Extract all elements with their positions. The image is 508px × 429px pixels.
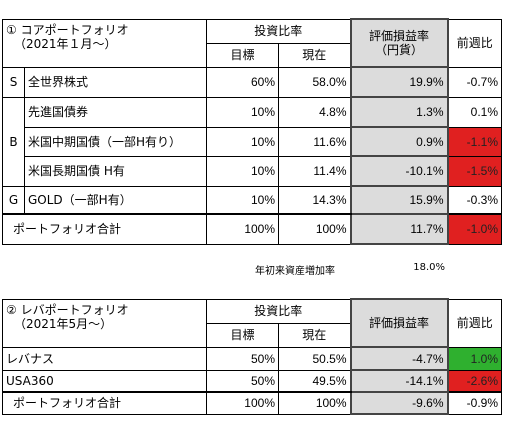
- table-row: G GOLD（一部H有） 10% 14.3% 15.9% -0.3%: [2, 185, 503, 215]
- asset-group-label: B: [2, 96, 25, 187]
- core-header-pl-label: 評価損益率: [369, 29, 430, 43]
- asset-name: GOLD（一部H有）: [23, 185, 208, 215]
- asset-name: 先進国債券: [23, 96, 208, 128]
- pl-rate: 1.3%: [349, 96, 449, 128]
- week-change: -1.5%: [447, 155, 503, 187]
- ytd-growth-value: 18.0%: [413, 262, 445, 273]
- leverage-portfolio-table: ② レバポートフォリオ （2021年5月～） 投資比率 評価損益率 前週比 目標…: [2, 298, 503, 415]
- core-header-pl-currency: （円貨）: [375, 43, 424, 57]
- target-ratio: 10%: [206, 96, 280, 128]
- target-ratio: 10%: [206, 185, 280, 215]
- asset-name: 全世界株式: [23, 66, 208, 98]
- lev-header-ratio: 投資比率: [205, 298, 352, 324]
- pl-rate: 15.9%: [349, 185, 449, 215]
- lev-title: レバポートフォリオ: [20, 302, 129, 317]
- table-row: B 先進国債券 10% 4.8% 1.3% 0.1%: [2, 96, 503, 187]
- week-change: -0.7%: [447, 66, 503, 98]
- core-header-target: 目標: [206, 42, 280, 68]
- pl-rate: -14.1%: [349, 369, 449, 393]
- lev-title-number: ②: [6, 302, 17, 317]
- target-ratio: 10%: [206, 126, 280, 157]
- core-portfolio-table: ① コアポートフォリオ （2021年１月～） 投資比率 評価損益率 （円貨） 前…: [1, 18, 503, 245]
- pl-rate: -4.7%: [349, 346, 449, 371]
- lev-header-target: 目標: [206, 322, 279, 348]
- total-label: ポートフォリオ合計: [2, 391, 207, 415]
- total-pl-rate: -9.6%: [349, 391, 449, 415]
- total-week-change: -1.0%: [447, 213, 503, 245]
- total-current: 100%: [278, 213, 352, 245]
- pl-rate: -10.1%: [349, 155, 449, 187]
- table-row: レバナス 50% 50.5% -4.7% 1.0%: [2, 346, 503, 371]
- total-row: ポートフォリオ合計 100% 100% -9.6% -0.9%: [2, 391, 503, 415]
- lev-header-row-1: ② レバポートフォリオ （2021年5月～） 投資比率 評価損益率 前週比: [2, 298, 503, 348]
- asset-name: 米国長期国債 H有: [23, 155, 208, 187]
- total-row: ポートフォリオ合計 100% 100% 11.7% -1.0%: [1, 213, 503, 245]
- asset-name: USA360: [2, 369, 207, 393]
- core-header-pl: 評価損益率 （円貨）: [349, 18, 449, 68]
- week-change: -2.6%: [447, 369, 503, 393]
- ytd-growth-label: 年初来資産増加率: [255, 266, 335, 277]
- lev-header-pl: 評価損益率: [349, 298, 449, 348]
- core-header-week: 前週比: [447, 18, 503, 68]
- target-ratio: 60%: [206, 66, 280, 98]
- week-change: -0.3%: [447, 185, 503, 215]
- current-ratio: 14.3%: [278, 185, 352, 215]
- table-row: 米国長期国債 H有 10% 11.4% -10.1% -1.5%: [3, 155, 503, 187]
- asset-group-label: G: [2, 185, 25, 215]
- core-title-cell: ① コアポートフォリオ （2021年１月～）: [1, 18, 208, 68]
- total-current: 100%: [277, 391, 352, 415]
- core-title-number: ①: [6, 22, 17, 37]
- core-title: コアポートフォリオ: [20, 22, 129, 37]
- week-change: -1.1%: [447, 126, 503, 157]
- asset-name: レバナス: [2, 346, 207, 371]
- table-row: S 全世界株式 60% 58.0% 19.9% -0.7%: [2, 66, 503, 98]
- table-row: 米国中期国債（一部H有り） 10% 11.6% 0.9% -1.1%: [3, 126, 503, 157]
- table-row: USA360 50% 49.5% -14.1% -2.6%: [2, 369, 503, 393]
- lev-header-week: 前週比: [447, 298, 503, 348]
- week-change: 0.1%: [447, 96, 503, 128]
- pl-rate: 19.9%: [349, 66, 449, 98]
- week-change: 1.0%: [447, 346, 503, 371]
- lev-subtitle: （2021年5月～）: [14, 316, 113, 331]
- current-ratio: 11.4%: [278, 155, 352, 187]
- lev-title-cell: ② レバポートフォリオ （2021年5月～）: [2, 298, 207, 348]
- target-ratio: 50%: [206, 369, 279, 393]
- total-target: 100%: [206, 391, 279, 415]
- asset-name: 米国中期国債（一部H有り）: [23, 126, 208, 157]
- ytd-asset-growth: 年初来資産増加率 18.0%: [0, 262, 508, 277]
- core-header-ratio: 投資比率: [206, 18, 352, 44]
- core-subtitle: （2021年１月～）: [14, 36, 117, 51]
- current-ratio: 11.6%: [278, 126, 352, 157]
- core-header-row-2: 目標 現在: [3, 42, 502, 68]
- total-pl-rate: 11.7%: [349, 213, 449, 245]
- pl-rate: 0.9%: [349, 126, 449, 157]
- core-header-row-1: ① コアポートフォリオ （2021年１月～） 投資比率 評価損益率 （円貨） 前…: [1, 18, 503, 68]
- total-label: ポートフォリオ合計: [1, 213, 208, 245]
- core-header-current: 現在: [278, 42, 352, 68]
- asset-group-label: S: [2, 66, 25, 98]
- target-ratio: 10%: [206, 155, 280, 187]
- current-ratio: 58.0%: [278, 66, 352, 98]
- current-ratio: 4.8%: [278, 96, 352, 128]
- current-ratio: 50.5%: [277, 346, 352, 371]
- total-target: 100%: [206, 213, 280, 245]
- lev-header-current: 現在: [277, 322, 352, 348]
- total-week-change: -0.9%: [447, 391, 503, 415]
- target-ratio: 50%: [206, 346, 279, 371]
- current-ratio: 49.5%: [277, 369, 352, 393]
